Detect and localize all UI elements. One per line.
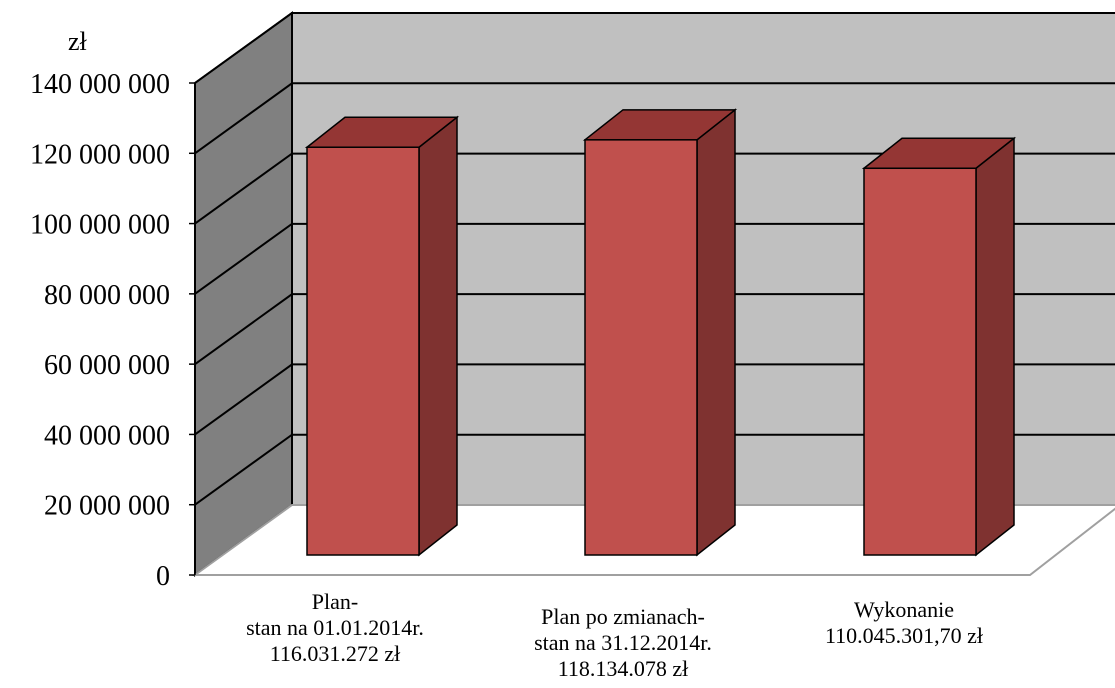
gridlines — [194, 12, 1115, 506]
x-category-label: Plan-stan na 01.01.2014r. 116.031.272 zł — [246, 589, 424, 666]
side-wall — [194, 11, 293, 577]
bar-front — [584, 139, 698, 556]
y-tick-label: 40 000 000 — [44, 420, 170, 451]
gridline — [194, 363, 1115, 436]
y-tick-label: 80 000 000 — [44, 280, 170, 311]
y-tick-label: 120 000 000 — [30, 139, 170, 170]
bar-side — [975, 136, 1015, 557]
gridline — [194, 293, 1115, 365]
bar-front — [863, 167, 977, 556]
x-category-label: Plan po zmianach-stan na 31.12.2014r. 118… — [534, 604, 712, 681]
gridline — [194, 82, 1115, 155]
y-tick-label: 20 000 000 — [44, 491, 170, 522]
gridline — [194, 222, 1115, 295]
y-tick-label: 60 000 000 — [44, 350, 170, 381]
bar — [861, 136, 1017, 557]
bar — [582, 108, 738, 557]
gridline — [194, 12, 1115, 84]
gridline — [194, 433, 1115, 506]
bars — [304, 108, 1017, 557]
bar — [304, 115, 460, 557]
gridline — [194, 152, 1115, 225]
bar-front — [306, 146, 420, 556]
category-labels: Plan-stan na 01.01.2014r. 116.031.272 zł P… — [246, 589, 983, 681]
y-tick-label: 100 000 000 — [30, 210, 170, 241]
y-axis: 0 20 000 000 40 000 000 60 000 000 80 000 00… — [30, 69, 195, 592]
x-category-label: Wykonanie 110.045.301,70 zł — [825, 597, 983, 648]
y-unit-label: zł — [68, 27, 88, 56]
bar-side — [696, 108, 736, 557]
bar-side — [418, 115, 458, 557]
y-tick-label: 140 000 000 — [30, 69, 170, 100]
y-tick-label: 0 — [156, 561, 170, 592]
